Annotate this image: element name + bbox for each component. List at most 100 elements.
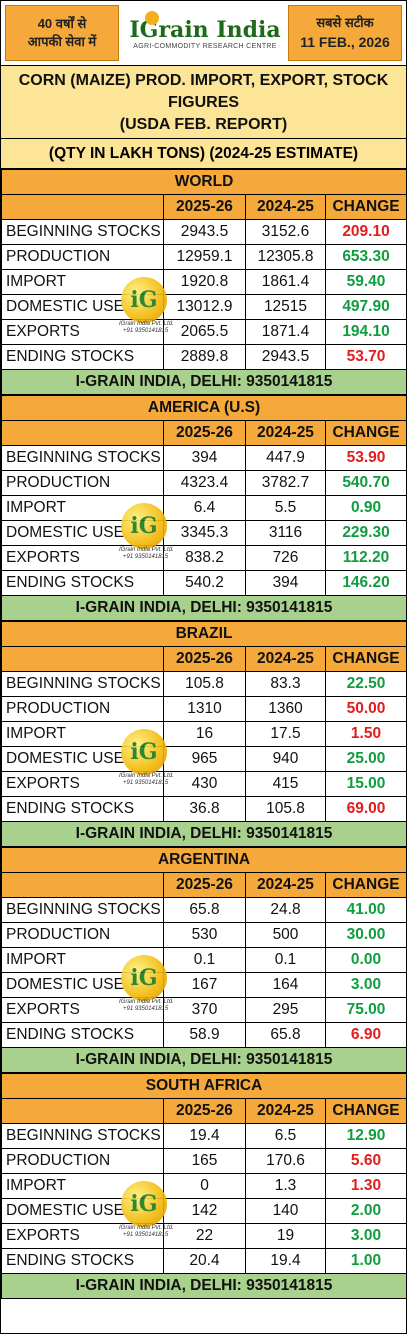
- table-row: IMPORT 6.4 5.5 0.90: [1, 495, 407, 521]
- region-name: BRAZIL: [0, 621, 407, 647]
- table-row: BEGINNING STOCKS 394 447.9 53.90: [1, 445, 407, 471]
- table-row: DOMESTIC USE 167 164 3.00: [1, 972, 407, 998]
- column-header: 2024-25: [245, 420, 326, 446]
- change-value: 59.40: [324, 269, 407, 295]
- row-label: PRODUCTION: [1, 1148, 164, 1174]
- value-2025-26: 12959.1: [163, 244, 246, 270]
- report-date: 11 FEB., 2026: [300, 34, 390, 50]
- title-line2: (USDA FEB. REPORT): [119, 116, 288, 133]
- row-label: BEGINNING STOCKS: [1, 445, 164, 471]
- value-2025-26: 105.8: [163, 671, 246, 697]
- table-row: ENDING STOCKS 20.4 19.4 1.00: [1, 1248, 407, 1274]
- value-2025-26: 13012.9: [163, 294, 246, 320]
- table-row: ENDING STOCKS 540.2 394 146.20: [1, 570, 407, 596]
- row-label: ENDING STOCKS: [1, 570, 164, 596]
- section-3: ARGENTINA 2025-26 2024-25 CHANGE BEGINNING S…: [0, 847, 407, 1073]
- contact-band: I-GRAIN INDIA, DELHI: 9350141815: [0, 595, 407, 621]
- watermark-logo-icon: iG IGrain India Pvt. Ltd. +91 9350141815: [119, 503, 174, 560]
- data-table: AMERICA (U.S) 2025-26 2024-25 CHANGE BEGINNI…: [0, 395, 407, 621]
- value-2024-25: 500: [245, 922, 326, 948]
- column-header-blank: [1, 872, 164, 898]
- value-2025-26: 19.4: [163, 1123, 246, 1149]
- change-value: 112.20: [324, 545, 407, 571]
- watermark-logo-icon: iG IGrain India Pvt. Ltd. +91 9350141815: [119, 955, 174, 1012]
- table-row: PRODUCTION 165 170.6 5.60: [1, 1148, 407, 1174]
- watermark-text: IGrain India Pvt. Ltd.: [119, 999, 174, 1005]
- value-2025-26: 370: [163, 997, 246, 1023]
- section-0: WORLD 2025-26 2024-25 CHANGE BEGINNING STOCK…: [0, 169, 407, 395]
- column-header-blank: [1, 646, 164, 672]
- change-value: 3.00: [324, 1223, 407, 1249]
- row-label: ENDING STOCKS: [1, 1022, 164, 1048]
- region-name: WORLD: [0, 169, 407, 195]
- value-2025-26: 1310: [163, 696, 246, 722]
- change-value: 3.00: [324, 972, 407, 998]
- section-2: BRAZIL 2025-26 2024-25 CHANGE BEGINNING STOC…: [0, 621, 407, 847]
- row-label: EXPORTS: [1, 997, 164, 1023]
- value-2025-26: 2943.5: [163, 219, 246, 245]
- table-row: ENDING STOCKS 36.8 105.8 69.00: [1, 796, 407, 822]
- change-value: 41.00: [324, 897, 407, 923]
- watermark-logo-icon: iG IGrain India Pvt. Ltd. +91 9350141815: [119, 1181, 174, 1238]
- watermark-mark: iG: [121, 729, 167, 775]
- watermark-mark: iG: [121, 277, 167, 323]
- value-2024-25: 447.9: [245, 445, 326, 471]
- tagline-line2: आपकी सेवा में: [27, 34, 97, 49]
- column-header: 2024-25: [245, 646, 326, 672]
- table-row: DOMESTIC USE 142 140 2.00: [1, 1198, 407, 1224]
- table-row: DOMESTIC USE 965 940 25.00: [1, 746, 407, 772]
- contact-band: I-GRAIN INDIA, DELHI: 9350141815: [0, 1273, 407, 1299]
- value-2025-26: 65.8: [163, 897, 246, 923]
- watermark-logo-icon: iG IGrain India Pvt. Ltd. +91 9350141815: [119, 277, 174, 334]
- table-row: IMPORT 1920.8 1861.4 59.40: [1, 269, 407, 295]
- row-label: EXPORTS: [1, 319, 164, 345]
- change-value: 146.20: [324, 570, 407, 596]
- table-row: BEGINNING STOCKS 105.8 83.3 22.50: [1, 671, 407, 697]
- value-2025-26: 0: [163, 1173, 246, 1199]
- column-header: 2025-26: [163, 1098, 246, 1124]
- column-header: 2025-26: [163, 646, 246, 672]
- row-label: PRODUCTION: [1, 470, 164, 496]
- section-4: SOUTH AFRICA 2025-26 2024-25 CHANGE BEGINNIN…: [0, 1073, 407, 1299]
- value-2025-26: 394: [163, 445, 246, 471]
- watermark-phone: +91 9350141815: [123, 1232, 169, 1238]
- row-label: PRODUCTION: [1, 922, 164, 948]
- row-label: IMPORT: [1, 269, 164, 295]
- value-2025-26: 530: [163, 922, 246, 948]
- row-label: ENDING STOCKS: [1, 344, 164, 370]
- table-row: EXPORTS 2065.5 1871.4 194.10: [1, 319, 407, 345]
- column-header: 2024-25: [245, 1098, 326, 1124]
- value-2024-25: 19: [245, 1223, 326, 1249]
- accuracy-text: सबसे सटीक: [316, 15, 374, 30]
- change-value: 69.00: [324, 796, 407, 822]
- quantity-note: (QTY IN LAKH TONS) (2024-25 ESTIMATE): [1, 139, 406, 169]
- value-2024-25: 164: [245, 972, 326, 998]
- table-row: ENDING STOCKS 58.9 65.8 6.90: [1, 1022, 407, 1048]
- column-header: 2024-25: [245, 872, 326, 898]
- table-row: ENDING STOCKS 2889.8 2943.5 53.70: [1, 344, 407, 370]
- column-header: CHANGE: [324, 872, 407, 898]
- change-value: 15.00: [324, 771, 407, 797]
- change-value: 1.30: [324, 1173, 407, 1199]
- table-row: BEGINNING STOCKS 2943.5 3152.6 209.10: [1, 219, 407, 245]
- change-value: 209.10: [324, 219, 407, 245]
- value-2024-25: 12515: [245, 294, 326, 320]
- change-value: 540.70: [324, 470, 407, 496]
- column-header-blank: [1, 420, 164, 446]
- change-value: 53.70: [324, 344, 407, 370]
- watermark-text: IGrain India Pvt. Ltd.: [119, 773, 174, 779]
- table-row: IMPORT 0 1.3 1.30: [1, 1173, 407, 1199]
- contact-band: I-GRAIN INDIA, DELHI: 9350141815: [0, 369, 407, 395]
- value-2024-25: 5.5: [245, 495, 326, 521]
- row-label: BEGINNING STOCKS: [1, 671, 164, 697]
- row-label: BEGINNING STOCKS: [1, 219, 164, 245]
- value-2025-26: 2065.5: [163, 319, 246, 345]
- region-name: AMERICA (U.S): [0, 395, 407, 421]
- row-label: PRODUCTION: [1, 696, 164, 722]
- row-label: EXPORTS: [1, 771, 164, 797]
- value-2024-25: 83.3: [245, 671, 326, 697]
- value-2024-25: 1861.4: [245, 269, 326, 295]
- column-header: 2025-26: [163, 420, 246, 446]
- table-row: EXPORTS 838.2 726 112.20: [1, 545, 407, 571]
- value-2024-25: 0.1: [245, 947, 326, 973]
